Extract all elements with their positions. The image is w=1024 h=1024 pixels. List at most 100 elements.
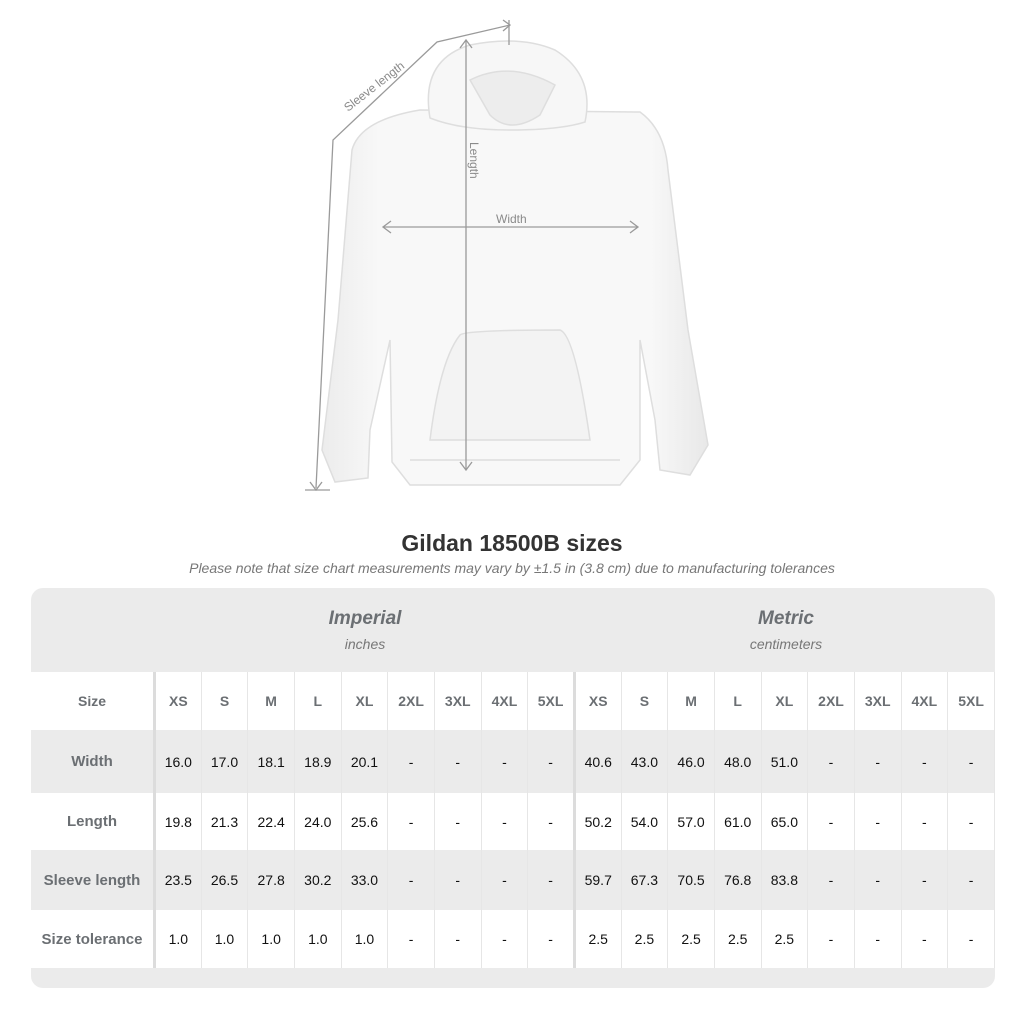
row-label: Size tolerance <box>31 910 156 968</box>
metric-cell: - <box>854 850 902 910</box>
metric-cell: - <box>947 730 995 793</box>
metric-cell: 54.0 <box>621 793 669 850</box>
imperial-cell: 30.2 <box>294 850 342 910</box>
imperial-cell: - <box>434 910 482 968</box>
metric-cell: 43.0 <box>621 730 669 793</box>
length-label: Length <box>467 142 481 179</box>
metric-cell: 46.0 <box>667 730 715 793</box>
table-row: Size tolerance 1.0 1.0 1.0 1.0 1.0- - - -2.5 2.5 2… <box>31 910 995 968</box>
metric-size-header: S <box>621 672 669 730</box>
imperial-cell: - <box>387 730 435 793</box>
imperial-cell: - <box>527 910 576 968</box>
metric-size-header: 4XL <box>901 672 949 730</box>
table-row: Sleeve length 23.5 26.5 27.8 30.2 33.0- - - -59.… <box>31 850 995 910</box>
imperial-size-header: 4XL <box>481 672 529 730</box>
imperial-cell: 20.1 <box>341 730 389 793</box>
metric-cell: - <box>901 793 949 850</box>
imperial-header: Imperial inches <box>155 588 575 672</box>
imperial-size-header: 5XL <box>527 672 576 730</box>
imperial-cell: 16.0 <box>154 730 202 793</box>
imperial-cell: - <box>434 850 482 910</box>
imperial-cell: 17.0 <box>201 730 249 793</box>
table-row: Length 19.8 21.3 22.4 24.0 25.6- - - -50.2 54.0 57… <box>31 793 995 850</box>
imperial-cell: - <box>481 910 529 968</box>
metric-cell: - <box>901 850 949 910</box>
sleeve-length-label: Sleeve length <box>341 59 407 115</box>
metric-size-header: 2XL <box>807 672 855 730</box>
metric-cell: 67.3 <box>621 850 669 910</box>
imperial-cell: 1.0 <box>341 910 389 968</box>
imperial-cell: 18.9 <box>294 730 342 793</box>
imperial-cell: 25.6 <box>341 793 389 850</box>
imperial-cell: - <box>481 730 529 793</box>
metric-cell: - <box>854 793 902 850</box>
row-label: Length <box>31 793 156 850</box>
imperial-cell: - <box>527 793 576 850</box>
width-label: Width <box>496 212 527 226</box>
metric-cell: 2.5 <box>714 910 762 968</box>
imperial-cell: 1.0 <box>294 910 342 968</box>
metric-cell: - <box>854 730 902 793</box>
metric-cell: - <box>947 910 995 968</box>
metric-cell: 48.0 <box>714 730 762 793</box>
hoodie-measurement-diagram: Sleeve length Length Width <box>305 19 709 492</box>
metric-cell: - <box>947 793 995 850</box>
imperial-size-header: S <box>201 672 249 730</box>
table-header-row: Size XS S M L XL 2XL 3XL 4XL 5XL XS S M L XL 2XL 3XL 4XL 5… <box>31 672 995 730</box>
metric-size-header: M <box>667 672 715 730</box>
metric-cell: 83.8 <box>761 850 809 910</box>
metric-size-header: L <box>714 672 762 730</box>
imperial-cell: 23.5 <box>154 850 202 910</box>
metric-header: Metric centimeters <box>576 588 995 672</box>
imperial-cell: 1.0 <box>201 910 249 968</box>
imperial-cell: - <box>387 910 435 968</box>
metric-size-header: XL <box>761 672 809 730</box>
metric-cell: 2.5 <box>621 910 669 968</box>
imperial-size-header: XS <box>154 672 202 730</box>
imperial-size-header: M <box>247 672 295 730</box>
metric-cell: 51.0 <box>761 730 809 793</box>
imperial-cell: 22.4 <box>247 793 295 850</box>
metric-cell: - <box>901 910 949 968</box>
metric-cell: 61.0 <box>714 793 762 850</box>
metric-cell: 2.5 <box>667 910 715 968</box>
metric-cell: 2.5 <box>761 910 809 968</box>
imperial-size-header: 2XL <box>387 672 435 730</box>
metric-cell: - <box>807 730 855 793</box>
imperial-cell: 1.0 <box>154 910 202 968</box>
measurement-lines <box>305 19 640 492</box>
imperial-size-header: 3XL <box>434 672 482 730</box>
imperial-cell: - <box>481 793 529 850</box>
metric-cell: 57.0 <box>667 793 715 850</box>
imperial-size-header: L <box>294 672 342 730</box>
metric-size-header: 3XL <box>854 672 902 730</box>
imperial-title: Imperial <box>328 608 402 629</box>
imperial-cell: - <box>481 850 529 910</box>
metric-cell: - <box>901 730 949 793</box>
imperial-cell: 27.8 <box>247 850 295 910</box>
imperial-cell: 26.5 <box>201 850 249 910</box>
metric-cell: 50.2 <box>574 793 622 850</box>
metric-cell: - <box>947 850 995 910</box>
imperial-cell: 21.3 <box>201 793 249 850</box>
imperial-cell: - <box>527 850 576 910</box>
size-table: Size XS S M L XL 2XL 3XL 4XL 5XL XS S M L XL 2XL 3XL 4XL 5… <box>31 672 995 968</box>
metric-cell: - <box>807 850 855 910</box>
table-row: Width 16.0 17.0 18.1 18.9 20.1- - - -40.6 43.0 46.… <box>31 730 995 793</box>
tolerance-note: Please note that size chart measurements… <box>189 560 835 576</box>
row-label: Sleeve length <box>31 850 156 910</box>
hoodie-image <box>321 40 709 486</box>
metric-cell: - <box>807 910 855 968</box>
imperial-cell: 18.1 <box>247 730 295 793</box>
imperial-cell: - <box>387 850 435 910</box>
metric-title: Metric <box>758 608 814 629</box>
metric-cell: - <box>854 910 902 968</box>
metric-size-header: XS <box>574 672 622 730</box>
metric-cell: 65.0 <box>761 793 809 850</box>
page-title: Gildan 18500B sizes <box>401 530 623 556</box>
metric-cell: 59.7 <box>574 850 622 910</box>
metric-unit: centimeters <box>749 636 823 652</box>
metric-cell: 40.6 <box>574 730 622 793</box>
imperial-cell: - <box>527 730 576 793</box>
imperial-unit: inches <box>344 636 386 652</box>
